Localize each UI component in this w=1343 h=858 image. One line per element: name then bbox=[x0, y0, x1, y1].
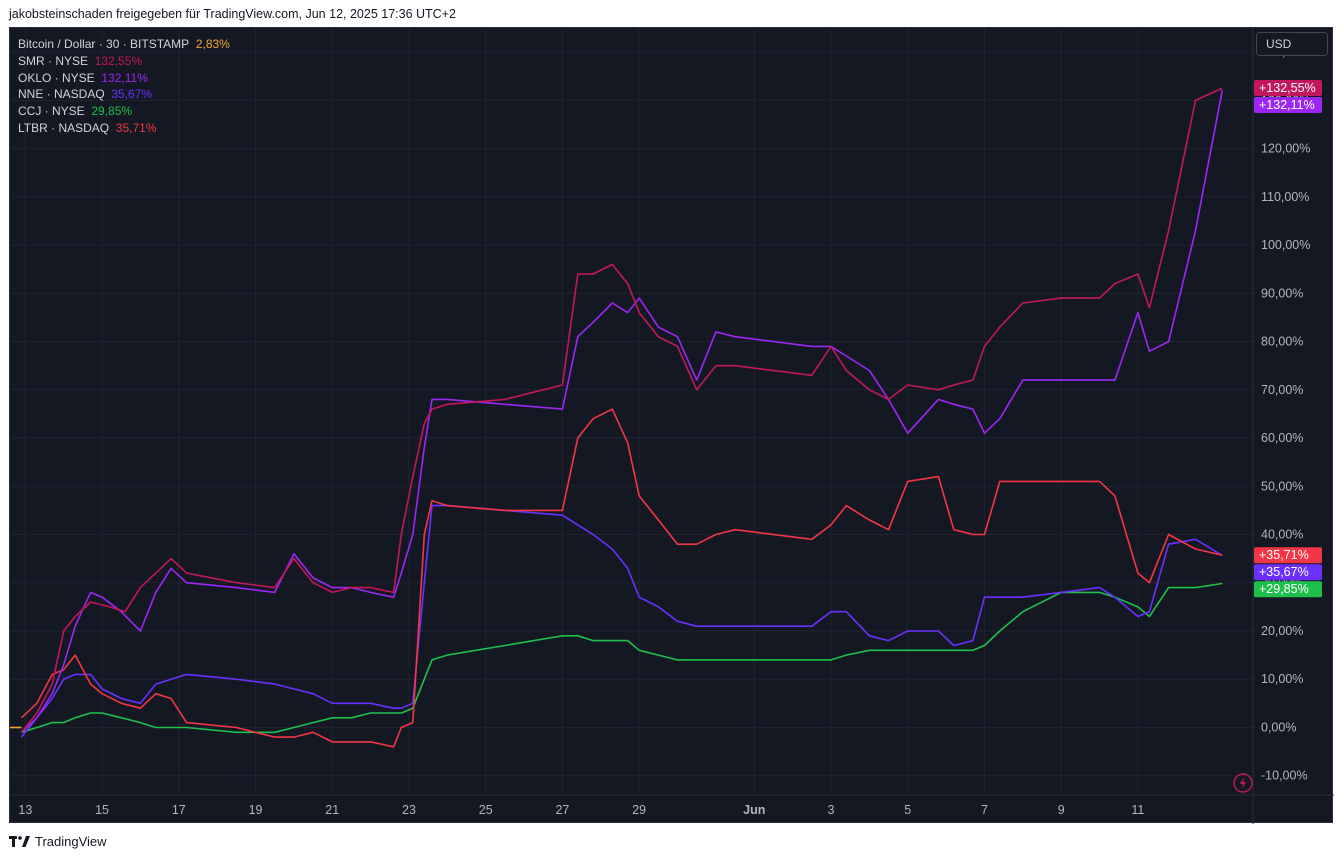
price-label-2: +132,11% bbox=[1259, 98, 1315, 112]
y-tick-label: 110,00% bbox=[1261, 190, 1309, 204]
price-label-bg-1 bbox=[1254, 80, 1322, 97]
price-label-1: +132,55% bbox=[1259, 81, 1316, 95]
chart-panel[interactable]: 140,00%130,00%120,00%110,00%100,00%90,00… bbox=[9, 27, 1334, 824]
x-tick-label: 25 bbox=[479, 803, 493, 817]
series-line-5 bbox=[20, 408, 1223, 748]
x-tick-label: 23 bbox=[402, 803, 416, 817]
legend: Bitcoin / Dollar · 30 · BITSTAMP 2,83% S… bbox=[18, 36, 230, 137]
legend-row-smr[interactable]: SMR · NYSE 132,55% bbox=[18, 53, 230, 70]
x-tick-label: 3 bbox=[828, 803, 835, 817]
series-line-4 bbox=[21, 582, 1223, 734]
x-tick-label: 5 bbox=[904, 803, 911, 817]
x-tick-label: 11 bbox=[1131, 803, 1144, 817]
price-label-5: +35,71% bbox=[1259, 548, 1309, 562]
legend-name-nne: NNE · NASDAQ bbox=[18, 87, 105, 102]
share-caption: jakobsteinschaden freigegeben für Tradin… bbox=[9, 7, 456, 21]
y-tick-label: -10,00% bbox=[1261, 769, 1308, 783]
legend-value-btc: 2,83% bbox=[195, 37, 230, 51]
x-tick-label: Jun bbox=[743, 803, 765, 817]
legend-row-ltbr[interactable]: LTBR · NASDAQ 35,71% bbox=[18, 120, 230, 137]
y-tick-label: 10,00% bbox=[1261, 672, 1303, 686]
y-tick-label: 80,00% bbox=[1261, 335, 1303, 349]
y-tick-label: 120,00% bbox=[1261, 142, 1310, 156]
y-tick-label: 50,00% bbox=[1261, 479, 1303, 493]
legend-name-ltbr: LTBR · NASDAQ bbox=[18, 120, 110, 135]
price-label-4: +29,85% bbox=[1259, 582, 1309, 596]
price-label-bg-4 bbox=[1254, 581, 1322, 598]
x-tick-label: 21 bbox=[325, 803, 339, 817]
tradingview-logo-icon bbox=[9, 835, 30, 847]
y-tick-label: 60,00% bbox=[1261, 431, 1303, 445]
chart-canvas[interactable]: 140,00%130,00%120,00%110,00%100,00%90,00… bbox=[10, 28, 1334, 824]
x-tick-label: 19 bbox=[249, 803, 263, 817]
legend-value-ltbr: 35,71% bbox=[115, 120, 157, 135]
footer-brand-label: TradingView bbox=[35, 834, 107, 849]
y-tick-label: 90,00% bbox=[1261, 286, 1303, 300]
legend-name-smr: SMR · NYSE bbox=[18, 53, 89, 68]
price-label-3: +35,67% bbox=[1259, 565, 1309, 579]
legend-value-smr: 132,55% bbox=[94, 53, 143, 68]
y-tick-label: 70,00% bbox=[1261, 383, 1303, 397]
legend-row-btc[interactable]: Bitcoin / Dollar · 30 · BITSTAMP 2,83% bbox=[18, 36, 230, 53]
price-label-bg-5 bbox=[1254, 547, 1322, 564]
legend-name-btc: Bitcoin / Dollar · 30 · BITSTAMP bbox=[18, 37, 190, 51]
x-tick-label: 9 bbox=[1058, 803, 1065, 817]
legend-name-ccj: CCJ · NYSE bbox=[18, 104, 85, 119]
price-label-bg-3 bbox=[1254, 564, 1322, 581]
lightning-badge-icon bbox=[1233, 773, 1253, 793]
legend-row-nne[interactable]: NNE · NASDAQ 35,67% bbox=[18, 86, 230, 103]
legend-row-oklo[interactable]: OKLO · NYSE 132,11% bbox=[18, 70, 230, 87]
x-tick-label: 29 bbox=[632, 803, 646, 817]
x-tick-label: 15 bbox=[95, 803, 109, 817]
legend-value-nne: 35,67% bbox=[111, 87, 153, 102]
legend-value-ccj: 29,85% bbox=[91, 104, 133, 119]
x-tick-label: 17 bbox=[172, 803, 186, 817]
legend-name-oklo: OKLO · NYSE bbox=[18, 70, 95, 85]
series-line-1 bbox=[20, 87, 1223, 733]
currency-button[interactable]: USD bbox=[1256, 32, 1328, 56]
x-tick-label: 27 bbox=[555, 803, 569, 817]
price-label-bg-2 bbox=[1254, 97, 1322, 114]
lightning-bolt-icon bbox=[1240, 777, 1246, 789]
footer-brand[interactable]: TradingView bbox=[9, 834, 107, 849]
series-line-2 bbox=[20, 90, 1224, 733]
legend-row-ccj[interactable]: CCJ · NYSE 29,85% bbox=[18, 103, 230, 120]
y-tick-label: 100,00% bbox=[1261, 238, 1310, 252]
y-tick-label: 40,00% bbox=[1261, 528, 1303, 542]
y-tick-label: 0,00% bbox=[1261, 720, 1296, 734]
legend-value-oklo: 132,11% bbox=[101, 70, 148, 85]
x-tick-label: 7 bbox=[981, 803, 988, 817]
x-tick-label: 13 bbox=[18, 803, 32, 817]
y-tick-label: 20,00% bbox=[1261, 624, 1303, 638]
series-line-3 bbox=[20, 504, 1223, 738]
